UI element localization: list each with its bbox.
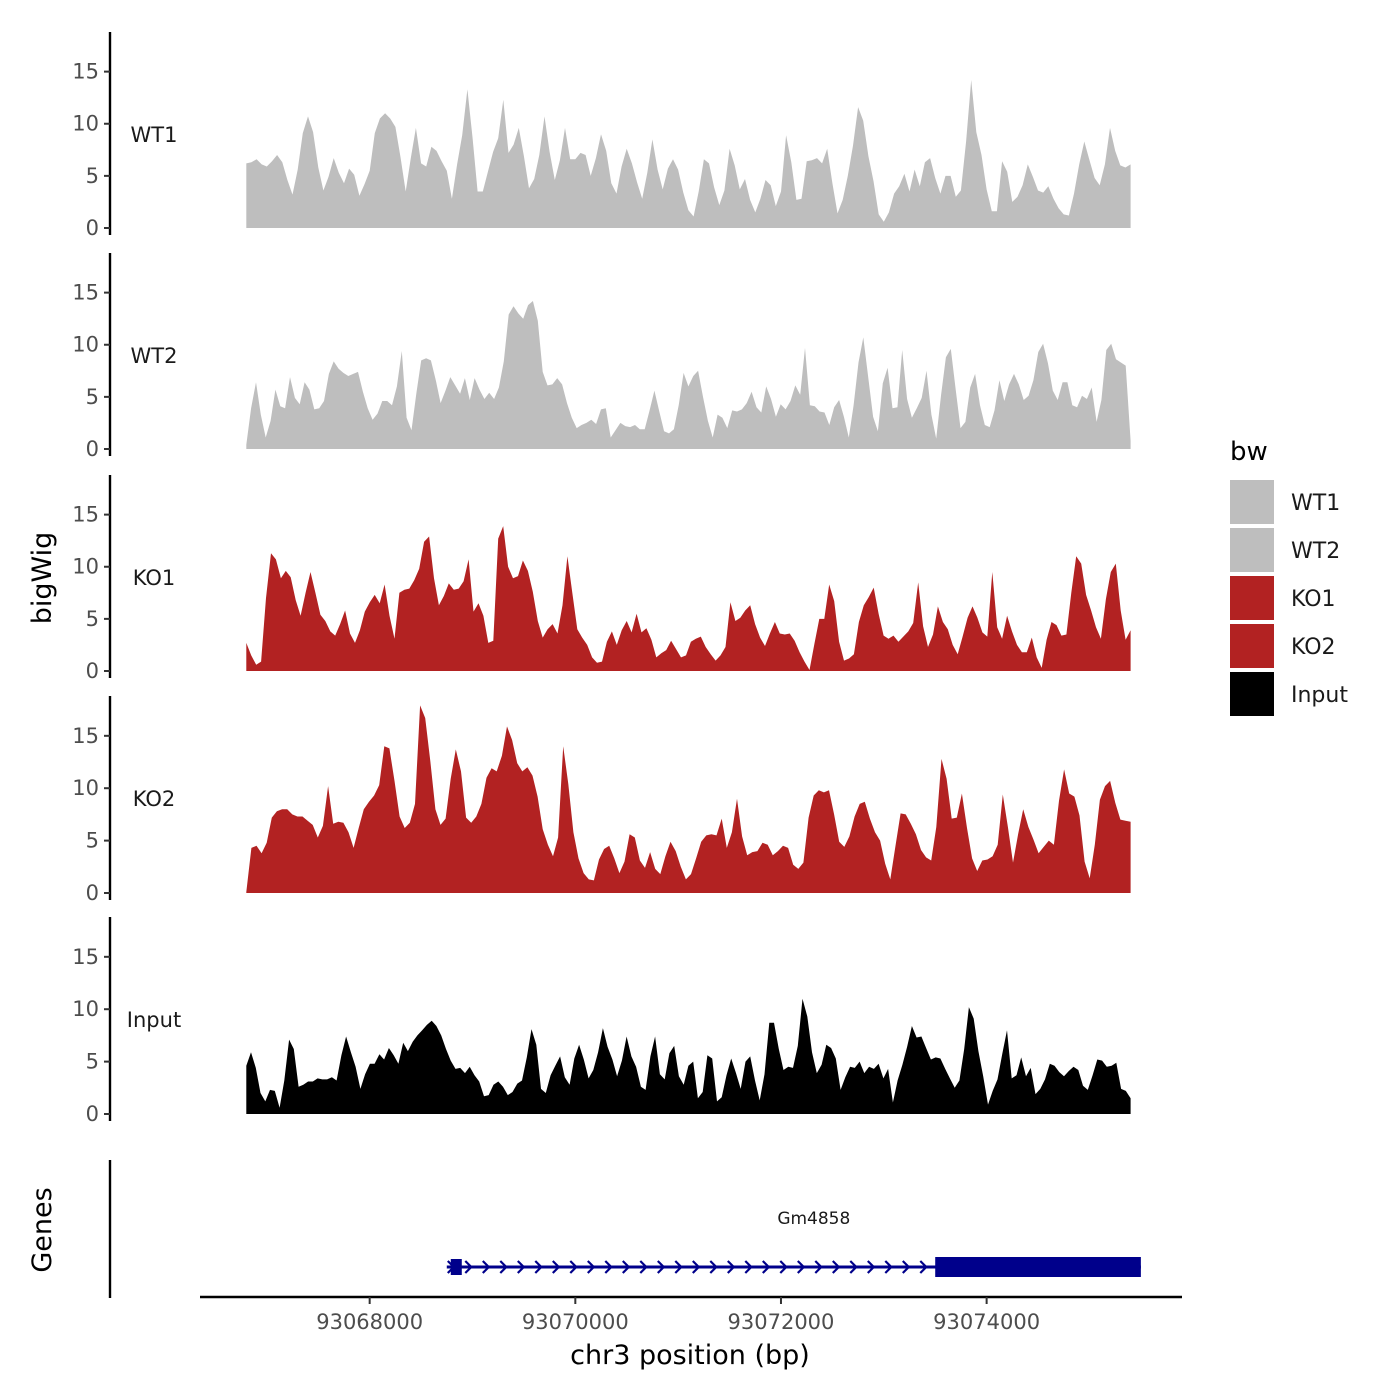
y-tick-label: 15 bbox=[72, 60, 99, 84]
strand-arrow-icon bbox=[692, 1260, 701, 1274]
y-tick-label: 5 bbox=[86, 607, 99, 631]
track-label: KO2 bbox=[133, 787, 176, 811]
legend-entry-ko2: KO2 bbox=[1230, 624, 1336, 668]
strand-arrow-icon bbox=[604, 1260, 613, 1274]
track-ko1: 0 5 10 15 KO1 bbox=[72, 475, 1131, 683]
x-tick-label: 93074000 bbox=[933, 1310, 1040, 1334]
strand-arrow-icon bbox=[569, 1260, 578, 1274]
strand-arrow-icon bbox=[744, 1260, 753, 1274]
legend-entries: WT1 WT2 KO1 KO2 Input bbox=[1230, 480, 1348, 716]
x-tick-label: 93072000 bbox=[728, 1310, 835, 1334]
strand-arrow-icon bbox=[657, 1260, 666, 1274]
strand-arrow-icon bbox=[849, 1260, 858, 1274]
strand-arrow-icon bbox=[464, 1260, 473, 1274]
track-panels: 0 5 10 15 WT1 0 5 10 15 WT2 0 5 10 15 KO1 0 5 10 15 KO2 0 5 10… bbox=[72, 32, 1131, 1126]
gene-panel: Gm4858 bbox=[108, 1160, 1141, 1298]
strand-arrow-icon bbox=[517, 1260, 526, 1274]
x-axis-title: chr3 position (bp) bbox=[570, 1340, 810, 1371]
strand-arrow-icon bbox=[727, 1260, 736, 1274]
y-tick-label: 0 bbox=[86, 1102, 99, 1126]
y-tick-label: 15 bbox=[72, 945, 99, 969]
strand-arrow-icon bbox=[622, 1260, 631, 1274]
y-tick-label: 0 bbox=[86, 659, 99, 683]
legend-swatch bbox=[1230, 624, 1274, 668]
gene-label: Gm4858 bbox=[777, 1209, 850, 1229]
legend-swatch bbox=[1230, 672, 1274, 716]
legend-label: Input bbox=[1291, 683, 1348, 708]
strand-arrow-icon bbox=[919, 1260, 928, 1274]
y-tick-label: 10 bbox=[72, 112, 99, 136]
strand-arrow-icon bbox=[832, 1260, 841, 1274]
y-tick-label: 5 bbox=[86, 1050, 99, 1074]
legend-swatch bbox=[1230, 528, 1274, 572]
signal-area-wt2 bbox=[246, 301, 1131, 449]
gene-gm4858: Gm4858 bbox=[446, 1209, 1141, 1277]
legend-entry-wt2: WT2 bbox=[1230, 528, 1340, 572]
y-tick-label: 10 bbox=[72, 333, 99, 357]
y-tick-label: 15 bbox=[72, 724, 99, 748]
genes-axis-title: Genes bbox=[27, 1187, 58, 1272]
track-label: KO1 bbox=[133, 566, 176, 590]
y-tick-label: 5 bbox=[86, 164, 99, 188]
strand-arrow-icon bbox=[587, 1260, 596, 1274]
strand-arrow-icon bbox=[639, 1260, 648, 1274]
legend-swatch bbox=[1230, 576, 1274, 620]
y-tick-label: 15 bbox=[72, 281, 99, 305]
y-tick-label: 0 bbox=[86, 881, 99, 905]
strand-arrow-icon bbox=[482, 1260, 491, 1274]
strand-arrow-icon bbox=[552, 1260, 561, 1274]
gene-exon bbox=[450, 1259, 462, 1275]
legend-entry-ko1: KO1 bbox=[1230, 576, 1336, 620]
y-tick-label: 15 bbox=[72, 503, 99, 527]
track-wt2: 0 5 10 15 WT2 bbox=[72, 253, 1131, 461]
strand-arrow-icon bbox=[762, 1260, 771, 1274]
strand-arrow-icon bbox=[534, 1260, 543, 1274]
signal-area-ko1 bbox=[246, 526, 1131, 671]
x-tick-label: 93068000 bbox=[316, 1310, 423, 1334]
y-tick-label: 5 bbox=[86, 829, 99, 853]
strand-arrow-icon bbox=[902, 1260, 911, 1274]
legend-entry-wt1: WT1 bbox=[1230, 480, 1340, 524]
strand-arrow-icon bbox=[814, 1260, 823, 1274]
strand-arrow-icon bbox=[779, 1260, 788, 1274]
strand-arrow-icon bbox=[797, 1260, 806, 1274]
strand-arrow-icon bbox=[499, 1260, 508, 1274]
legend-label: WT2 bbox=[1291, 539, 1340, 564]
strand-arrow-icon bbox=[709, 1260, 718, 1274]
y-tick-label: 10 bbox=[72, 776, 99, 800]
legend-title: bw bbox=[1230, 437, 1268, 467]
strand-arrow-icon bbox=[867, 1260, 876, 1274]
legend: bw WT1 WT2 KO1 KO2 Input bbox=[1230, 437, 1348, 716]
legend-entry-input: Input bbox=[1230, 672, 1348, 716]
track-input: 0 5 10 15 Input bbox=[72, 917, 1131, 1126]
track-label: Input bbox=[127, 1008, 181, 1032]
y-tick-label: 5 bbox=[86, 385, 99, 409]
x-axis: 93068000 93070000 93072000 93074000 bbox=[200, 1295, 1182, 1334]
strand-arrow-icon bbox=[674, 1260, 683, 1274]
legend-label: KO2 bbox=[1291, 635, 1336, 660]
legend-label: KO1 bbox=[1291, 587, 1336, 612]
y-tick-label: 0 bbox=[86, 216, 99, 240]
signal-area-input bbox=[246, 998, 1131, 1114]
legend-swatch bbox=[1230, 480, 1274, 524]
x-tick-label: 93070000 bbox=[522, 1310, 629, 1334]
signal-area-wt1 bbox=[246, 80, 1131, 228]
y-tick-label: 0 bbox=[86, 437, 99, 461]
y-axis-title: bigWig bbox=[27, 532, 58, 625]
y-tick-label: 10 bbox=[72, 555, 99, 579]
gene-exon-block bbox=[935, 1257, 1141, 1277]
y-tick-label: 10 bbox=[72, 997, 99, 1021]
track-label: WT2 bbox=[131, 344, 178, 368]
legend-label: WT1 bbox=[1291, 491, 1340, 516]
track-label: WT1 bbox=[131, 123, 178, 147]
signal-area-ko2 bbox=[246, 705, 1131, 893]
track-wt1: 0 5 10 15 WT1 bbox=[72, 32, 1131, 240]
track-ko2: 0 5 10 15 KO2 bbox=[72, 696, 1131, 905]
strand-arrow-icon bbox=[884, 1260, 893, 1274]
